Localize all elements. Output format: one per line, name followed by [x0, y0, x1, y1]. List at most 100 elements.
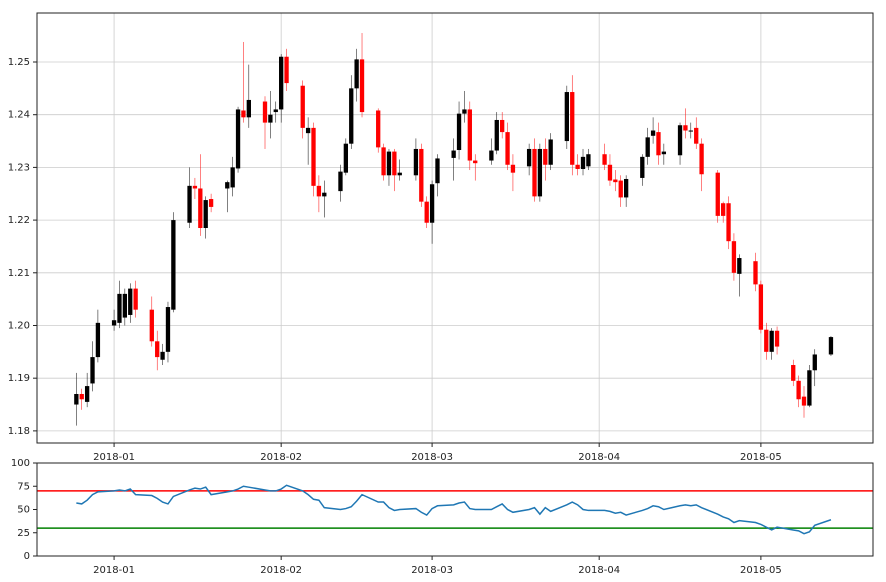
- candle-body: [758, 284, 764, 330]
- candle-body: [677, 125, 683, 156]
- y-tick-label: 1.21: [8, 268, 30, 279]
- candle-body: [149, 309, 154, 342]
- rsi-line: [76, 484, 832, 535]
- candle-body: [570, 92, 575, 165]
- x-tick-label: 2018-05: [740, 565, 782, 576]
- candle-body: [429, 184, 435, 223]
- candle-body: [532, 148, 537, 197]
- candle-body: [90, 357, 95, 384]
- candle-body: [769, 330, 774, 352]
- candle-body: [155, 341, 160, 358]
- candle-body: [467, 109, 472, 161]
- candle-body: [192, 185, 198, 189]
- candle-body: [726, 203, 731, 242]
- candle-body: [359, 59, 365, 113]
- candle-body: [462, 109, 467, 114]
- y-tick-label: 75: [17, 481, 30, 492]
- candle-body: [381, 147, 386, 176]
- candle-body: [165, 307, 171, 352]
- candle-body: [764, 329, 769, 352]
- candle-body: [753, 261, 758, 285]
- candle-body: [187, 185, 192, 223]
- candle-body: [376, 110, 381, 148]
- candle-body: [311, 127, 316, 186]
- y-tick-label: 1.20: [8, 320, 30, 331]
- candle-body: [268, 114, 273, 123]
- candle-body: [618, 180, 623, 198]
- y-tick-label: 1.23: [8, 162, 30, 173]
- candle-body: [354, 59, 359, 89]
- candle-body: [343, 143, 349, 173]
- candle-body: [451, 150, 456, 158]
- y-tick-label: 0: [24, 551, 30, 562]
- candle-body: [322, 192, 327, 197]
- candle-body: [650, 130, 656, 136]
- candle-body: [812, 354, 817, 371]
- x-tick-label: 2018-03: [411, 452, 453, 463]
- candle-body: [510, 164, 516, 173]
- x-tick-label: 2018-01: [93, 452, 135, 463]
- candle-body: [413, 148, 419, 176]
- candle-body: [160, 351, 165, 360]
- x-tick-label: 2018-01: [93, 565, 135, 576]
- candle-body: [623, 178, 629, 198]
- candle-body: [435, 158, 440, 184]
- candle-body: [338, 171, 343, 192]
- candle-body: [225, 182, 230, 189]
- candle-body: [828, 337, 834, 355]
- candle-body: [640, 156, 645, 178]
- candle-body: [133, 288, 138, 310]
- y-tick-label: 50: [17, 505, 30, 516]
- y-tick-label: 1.19: [8, 373, 30, 384]
- candle-body: [548, 139, 553, 165]
- plot-area: [37, 13, 873, 443]
- candle-body: [537, 148, 543, 197]
- candle-body: [230, 167, 235, 188]
- candle-body: [74, 393, 79, 405]
- candle-body: [494, 119, 499, 151]
- y-tick-label: 100: [11, 458, 30, 469]
- candle-body: [305, 127, 311, 134]
- candle-body: [489, 150, 494, 161]
- candle-body: [586, 154, 591, 167]
- candle-body: [203, 200, 208, 228]
- candle-body: [386, 151, 392, 176]
- x-tick-label: 2018-02: [260, 565, 302, 576]
- candle-body: [122, 293, 128, 318]
- candle-body: [262, 101, 268, 123]
- candle-body: [645, 137, 650, 157]
- candle-body: [543, 148, 548, 165]
- candle-body: [613, 179, 618, 183]
- candle-body: [602, 154, 607, 165]
- candle-body: [683, 125, 688, 131]
- x-tick-label: 2018-03: [411, 565, 453, 576]
- candle-body: [198, 188, 203, 228]
- candle-body: [279, 56, 284, 110]
- y-tick-label: 25: [17, 528, 30, 539]
- candle-body: [656, 132, 661, 156]
- candle-body: [607, 164, 613, 181]
- candle-body: [737, 258, 742, 274]
- candle-body: [235, 109, 241, 169]
- candle-body: [774, 330, 780, 347]
- candle-body: [208, 199, 214, 207]
- candle-body: [117, 293, 122, 323]
- candle-body: [721, 203, 726, 216]
- y-tick-label: 1.25: [8, 57, 30, 68]
- candle-body: [731, 241, 737, 273]
- candle-body: [79, 393, 84, 400]
- candle-body: [801, 396, 807, 406]
- candle-body: [580, 156, 586, 169]
- candle-body: [796, 380, 801, 400]
- candle-body: [392, 151, 397, 176]
- y-tick-label: 1.22: [8, 215, 30, 226]
- candle-body: [526, 148, 532, 167]
- plot-frame: [36, 462, 874, 557]
- candle-body: [456, 113, 462, 151]
- candle-body: [505, 132, 510, 165]
- candle-body: [661, 151, 667, 155]
- candle-body: [349, 88, 354, 144]
- candle-body: [715, 172, 720, 216]
